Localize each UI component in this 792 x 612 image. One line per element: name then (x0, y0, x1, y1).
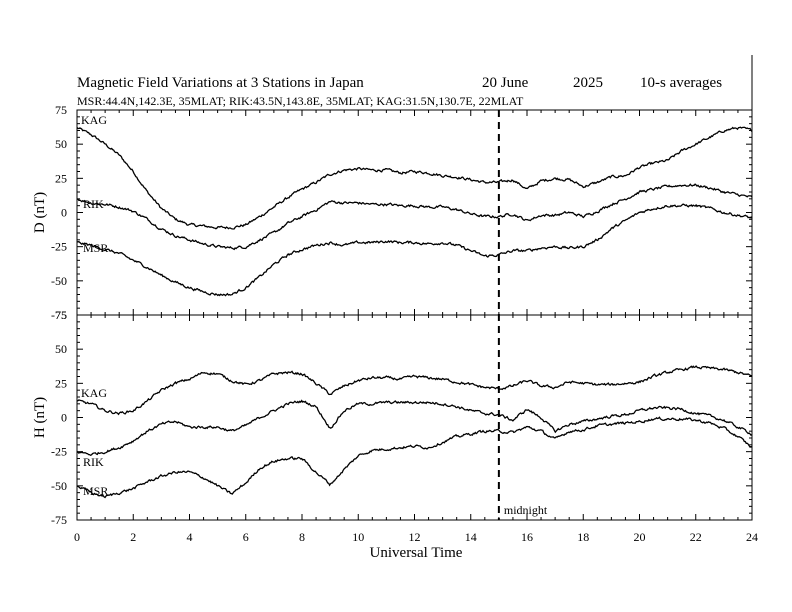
chart-date: 20 June (482, 75, 529, 91)
series-line-h-rik (76, 399, 753, 457)
station-label-h-kag: KAG (81, 386, 107, 400)
series-line-d-kag (76, 126, 753, 230)
x-tick-label: 0 (74, 530, 80, 544)
station-label-h-rik: RIK (83, 455, 104, 469)
plot-area: 75 50 25 0 -25 -50 -75 D (nT) 75 50 25 0 -25 -50 -75 H … (32, 55, 758, 544)
panel-d: 75 50 25 0 -25 -50 -75 D (nT) (32, 103, 753, 322)
panel-frame (76, 314, 753, 521)
y-tick-label: 25 (55, 376, 67, 390)
series-line-h-msr (76, 416, 753, 499)
y-tick-label: 0 (61, 206, 67, 220)
y-tick-label: -75 (51, 308, 67, 322)
station-label-h-msr: MSR (83, 484, 108, 498)
x-tick-label: 2 (130, 530, 136, 544)
x-tick-label: 22 (690, 530, 702, 544)
y-tick-label: 25 (55, 171, 67, 185)
y-tick-label: -75 (51, 513, 67, 527)
chart-title: Magnetic Field Variations at 3 Stations … (77, 75, 364, 91)
x-tick-label: 4 (187, 530, 193, 544)
y-tick-label: 0 (61, 411, 67, 425)
series-line-d-rik (76, 183, 753, 251)
panel-h: 75 50 25 0 -25 -50 -75 H (nT) (32, 308, 753, 527)
y-axis-title-d: D (nT) (32, 192, 48, 233)
x-tick-label: 24 (746, 530, 758, 544)
y-tick-label: -50 (51, 479, 67, 493)
y-tick-label: 75 (55, 103, 67, 117)
x-tick-label: 18 (577, 530, 589, 544)
y-tick-label: -50 (51, 274, 67, 288)
y-tick-label: -25 (51, 240, 67, 254)
x-tick-label: 12 (409, 530, 421, 544)
y-tick-label: -25 (51, 445, 67, 459)
y-tick-label: 50 (55, 137, 67, 151)
chart-year: 2025 (573, 75, 603, 91)
series-line-h-kag (76, 365, 753, 416)
x-tick-label: 16 (521, 530, 533, 544)
station-label-d-rik: RIK (83, 197, 104, 211)
x-tick-label: 8 (299, 530, 305, 544)
series-line-d-msr (76, 203, 753, 297)
chart-averaging: 10-s averages (640, 75, 722, 91)
y-tick-label: 50 (55, 342, 67, 356)
station-label-d-msr: MSR (83, 241, 108, 255)
x-axis-title: Universal Time (370, 545, 463, 561)
panel-frame (76, 109, 753, 316)
y-axis-title-h: H (nT) (32, 397, 48, 438)
x-tick-label: 10 (352, 530, 364, 544)
x-tick-label: 20 (634, 530, 646, 544)
x-tick-label: 6 (243, 530, 249, 544)
midnight-label: midnight (504, 503, 548, 517)
x-tick-label: 14 (465, 530, 477, 544)
chart-subtitle: MSR:44.4N,142.3E, 35MLAT; RIK:43.5N,143.… (77, 94, 524, 108)
y-tick-label: 75 (55, 308, 67, 322)
chart-header: Magnetic Field Variations at 3 Stations … (77, 75, 722, 108)
station-label-d-kag: KAG (81, 113, 107, 127)
